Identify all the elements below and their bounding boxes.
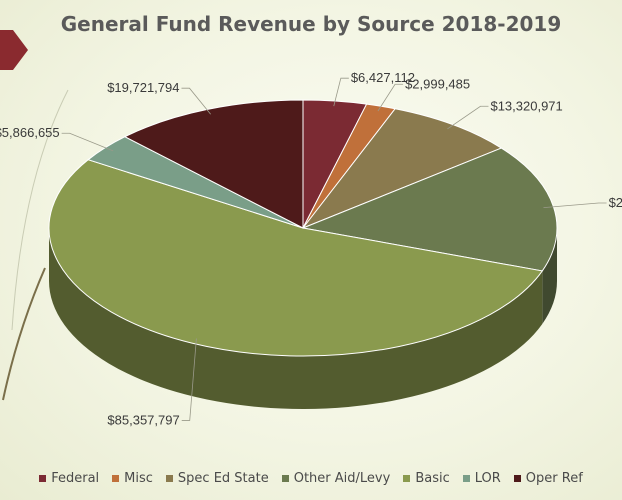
legend-swatch <box>462 475 470 482</box>
leader-line <box>181 338 197 421</box>
leader-line <box>61 132 114 152</box>
legend-label: LOR <box>474 471 501 486</box>
legend-swatch <box>39 475 47 482</box>
data-label: $13,320,971 <box>490 98 562 113</box>
legend-swatch <box>165 475 173 482</box>
data-labels: $6,427,112$2,999,485 $13,320,971 $25,815,4… <box>0 70 622 427</box>
chart-title: General Fund Revenue by Source 2018-2019 <box>60 12 562 36</box>
leader-line <box>181 87 211 115</box>
slide-arrow-accent <box>0 30 28 70</box>
slide-decorative-arc <box>11 89 69 331</box>
pie-chart: $6,427,112$2,999,485 $13,320,971 $25,815,4… <box>0 70 622 427</box>
slide-decorative-arc-dark <box>2 267 46 401</box>
data-label: $19,721,794 <box>107 80 179 95</box>
data-label: $6,427,112 <box>351 70 415 85</box>
legend-item: Federal <box>39 471 99 486</box>
pie-slices <box>48 99 558 357</box>
legend-swatch <box>513 475 521 482</box>
legend-label: Other Aid/Levy <box>293 471 391 486</box>
legend-item: Oper Ref <box>513 471 583 486</box>
pie-side-basic <box>49 228 543 409</box>
pie-side-other-aid-levy <box>542 228 557 324</box>
legend-swatch <box>403 475 411 482</box>
data-label: $5,866,655 <box>0 125 60 140</box>
legend-label: Basic <box>415 471 450 486</box>
leader-line <box>447 105 489 130</box>
data-label: $2,999,485 <box>405 76 470 91</box>
leader-line <box>333 77 349 107</box>
pie-sides <box>49 228 557 409</box>
data-label: $25,815,401 <box>609 195 622 210</box>
leader-line <box>377 83 404 112</box>
leader-lines <box>61 77 607 421</box>
legend-label: Misc <box>124 471 153 486</box>
legend-item: LOR <box>462 471 501 486</box>
legend-item: Misc <box>112 471 153 486</box>
legend-label: Spec Ed State <box>177 471 269 486</box>
legend-swatch <box>281 475 289 482</box>
data-label: $85,357,797 <box>107 412 179 427</box>
legend: Federal Misc Spec Ed State Other Aid/Levy Ba… <box>0 471 622 486</box>
legend-item: Other Aid/Levy <box>281 471 391 486</box>
legend-label: Oper Ref <box>525 471 583 486</box>
legend-item: Basic <box>403 471 450 486</box>
legend-swatch <box>112 475 120 482</box>
legend-label: Federal <box>51 471 100 486</box>
pie-slice-basic <box>48 159 544 357</box>
legend-item: Spec Ed State <box>165 471 269 486</box>
leader-line <box>543 202 607 209</box>
